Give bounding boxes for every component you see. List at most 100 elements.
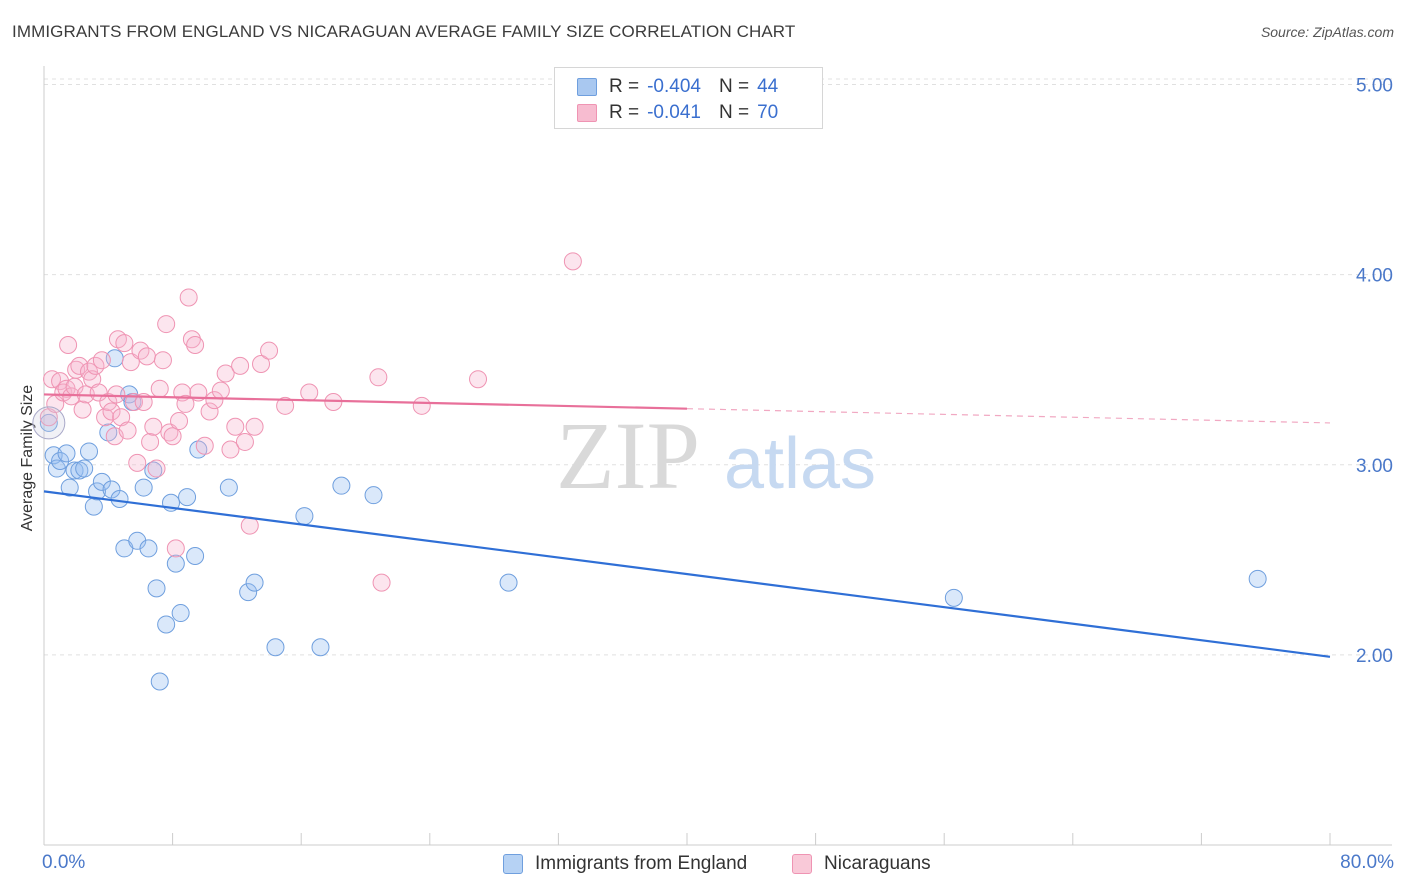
point-nicaraguans	[153, 351, 172, 370]
point-nicaraguans	[137, 347, 156, 366]
point-nicaraguans	[92, 351, 111, 370]
source-label: Source: ZipAtlas.com	[1260, 24, 1394, 40]
point-nicaraguans	[221, 440, 240, 459]
point-nicaraguans	[141, 432, 160, 451]
series-label-england: Immigrants from England	[535, 853, 748, 874]
legend-r-label: R =	[609, 102, 640, 123]
point-england	[39, 413, 58, 432]
x-tick-label-min: 0.0%	[42, 852, 86, 873]
point-cluster	[32, 406, 66, 440]
point-nicaraguans	[245, 417, 264, 436]
series-legend-nicaraguans: Nicaraguans	[792, 852, 931, 876]
point-nicaraguans	[200, 402, 219, 421]
point-nicaraguans	[563, 252, 582, 271]
trend-lines	[43, 393, 1331, 658]
watermark-zip: ZIP	[556, 402, 700, 509]
point-nicaraguans	[163, 427, 182, 446]
point-nicaraguans	[216, 364, 235, 383]
point-england	[75, 459, 94, 478]
point-nicaraguans	[170, 412, 189, 431]
point-nicaraguans	[276, 396, 295, 415]
point-nicaraguans	[128, 453, 147, 472]
point-england	[134, 478, 153, 497]
point-england	[57, 444, 76, 463]
legend-row-nicaraguans: R = -0.041 N = 70	[577, 101, 778, 125]
point-england	[186, 547, 205, 566]
point-nicaraguans	[107, 385, 126, 404]
point-nicaraguans	[70, 356, 89, 375]
point-england	[88, 482, 107, 501]
point-england	[139, 539, 158, 558]
series-legend-england: Immigrants from England	[503, 852, 747, 876]
point-england	[171, 604, 190, 623]
point-nicaraguans	[62, 387, 81, 406]
legend-r-value: -0.404	[647, 76, 701, 97]
chart-title: IMMIGRANTS FROM ENGLAND VS NICARAGUAN AV…	[12, 22, 796, 41]
point-england	[266, 638, 285, 657]
legend-n-label: N =	[718, 76, 750, 97]
legend-r-value: -0.041	[647, 102, 701, 123]
point-nicaraguans	[144, 417, 163, 436]
trend-line-extension-nicaraguans	[686, 408, 1331, 424]
point-england	[295, 507, 314, 526]
correlation-legend: R = -0.404 N = 44 R = -0.041 N = 70	[554, 67, 823, 129]
point-nicaraguans	[73, 400, 92, 419]
y-tick-label-4.00: 4.00	[1356, 266, 1393, 287]
point-england	[245, 573, 264, 592]
point-nicaraguans	[231, 356, 250, 375]
point-england	[150, 672, 169, 691]
watermark-atlas: atlas	[724, 424, 876, 504]
trend-line-nicaraguans	[43, 393, 688, 410]
y-tick-label-5.00: 5.00	[1356, 76, 1393, 97]
point-nicaraguans	[176, 394, 195, 413]
point-england	[364, 486, 383, 505]
legend-n-value: 44	[757, 76, 779, 97]
point-nicaraguans	[157, 315, 176, 334]
point-nicaraguans	[186, 335, 205, 354]
point-nicaraguans	[59, 335, 78, 354]
legend-r-label: R =	[609, 76, 640, 97]
point-nicaraguans	[115, 334, 134, 353]
legend-row-england: R = -0.404 N = 44	[577, 75, 778, 99]
point-nicaraguans	[205, 391, 224, 410]
point-nicaraguans	[235, 432, 254, 451]
point-nicaraguans	[252, 354, 271, 373]
y-tick-label-3.00: 3.00	[1356, 456, 1393, 477]
point-nicaraguans	[211, 381, 230, 400]
point-england	[239, 583, 258, 602]
legend-swatch-nicaraguans	[577, 104, 597, 122]
point-nicaraguans	[260, 341, 279, 360]
point-england	[84, 497, 103, 516]
legend-n-value: 70	[757, 102, 779, 123]
point-england	[60, 478, 79, 497]
legend-swatch-england	[577, 78, 597, 96]
point-england	[499, 573, 518, 592]
y-tick-label-2.00: 2.00	[1356, 646, 1393, 667]
point-england	[110, 489, 129, 508]
point-nicaraguans	[195, 436, 214, 455]
point-england	[1248, 569, 1267, 588]
point-nicaraguans	[469, 370, 488, 389]
point-nicaraguans	[125, 393, 144, 412]
axes	[43, 66, 1392, 846]
point-nicaraguans	[166, 539, 185, 558]
trend-line-england	[43, 490, 1331, 658]
point-england	[332, 476, 351, 495]
point-nicaraguans	[372, 573, 391, 592]
point-nicaraguans	[300, 383, 319, 402]
series-swatch-nicaraguans	[792, 854, 812, 874]
y-tick-labels: 5.00 4.00 3.00 2.00	[1356, 76, 1393, 667]
point-nicaraguans	[369, 368, 388, 387]
point-england	[92, 472, 111, 491]
point-england	[144, 461, 163, 480]
data-points	[32, 252, 1267, 691]
point-england	[157, 615, 176, 634]
point-england	[178, 488, 197, 507]
point-england	[944, 588, 963, 607]
point-nicaraguans	[226, 417, 245, 436]
series-label-nicaraguans: Nicaraguans	[824, 853, 931, 874]
point-nicaraguans	[179, 288, 198, 307]
point-nicaraguans	[150, 379, 169, 398]
point-england	[80, 442, 99, 461]
